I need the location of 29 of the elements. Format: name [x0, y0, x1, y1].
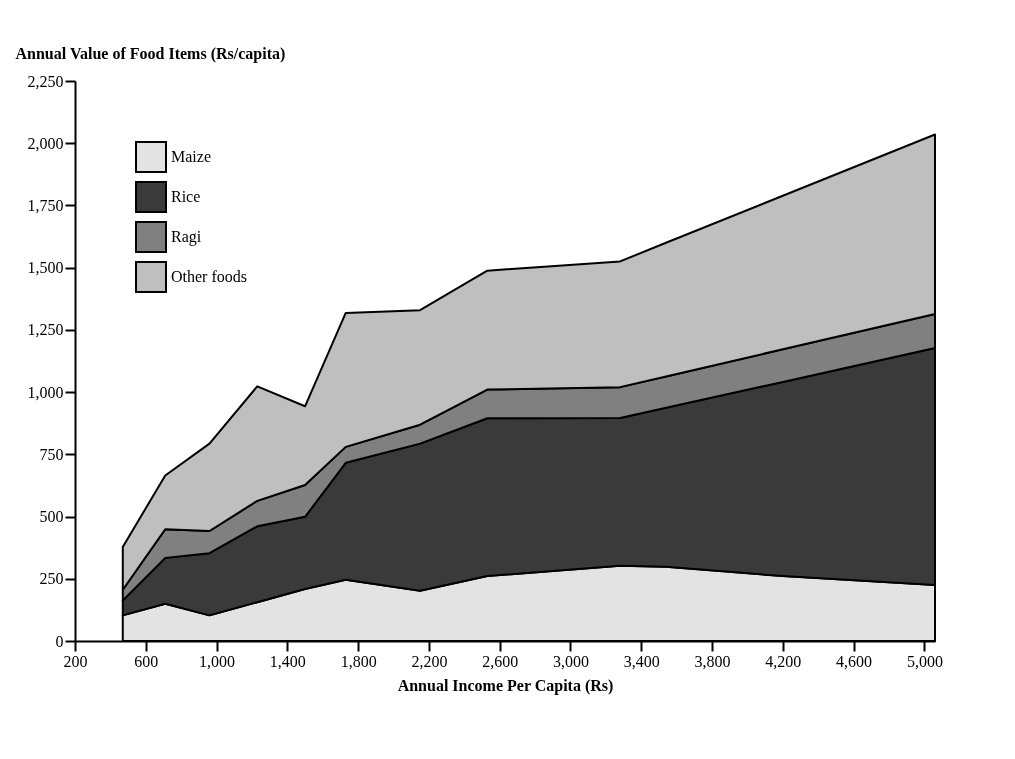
legend-label: Maize	[171, 148, 211, 165]
x-tick-label: 3,800	[694, 652, 731, 670]
x-tick-label: 3,400	[623, 652, 660, 670]
x-tick-label: 1,400	[269, 652, 306, 670]
y-tick-label: 750	[39, 445, 64, 463]
x-tick-label: 1,800	[340, 652, 377, 670]
x-tick-label: 2,600	[482, 652, 519, 670]
x-tick-label: 4,200	[765, 652, 802, 670]
y-tick-label: 1,000	[27, 383, 64, 401]
y-tick-label: 250	[39, 570, 64, 588]
y-tick-label: 2,250	[27, 72, 64, 90]
legend-label: Rice	[171, 188, 201, 205]
x-tick-label: 2,200	[411, 652, 448, 670]
y-tick-label: 500	[39, 508, 64, 526]
x-tick-label: 4,600	[836, 652, 873, 670]
x-tick-label: 200	[63, 652, 88, 670]
x-tick-label: 5,000	[906, 652, 943, 670]
y-tick-label: 1,500	[27, 259, 64, 277]
y-tick-label: 1,750	[27, 196, 64, 214]
y-axis-title: Annual Value of Food Items (Rs/capita)	[15, 44, 286, 63]
legend-label: Other foods	[171, 268, 247, 285]
x-axis-title: Annual Income Per Capita (Rs)	[397, 676, 614, 695]
y-tick-label: 0	[55, 632, 64, 650]
x-tick-label: 600	[134, 652, 159, 670]
y-tick-label: 1,250	[27, 321, 64, 339]
y-tick-label: 2,000	[27, 134, 64, 152]
x-tick-label: 1,000	[199, 652, 236, 670]
x-tick-label: 3,000	[552, 652, 589, 670]
legend-label: Ragi	[171, 228, 202, 246]
